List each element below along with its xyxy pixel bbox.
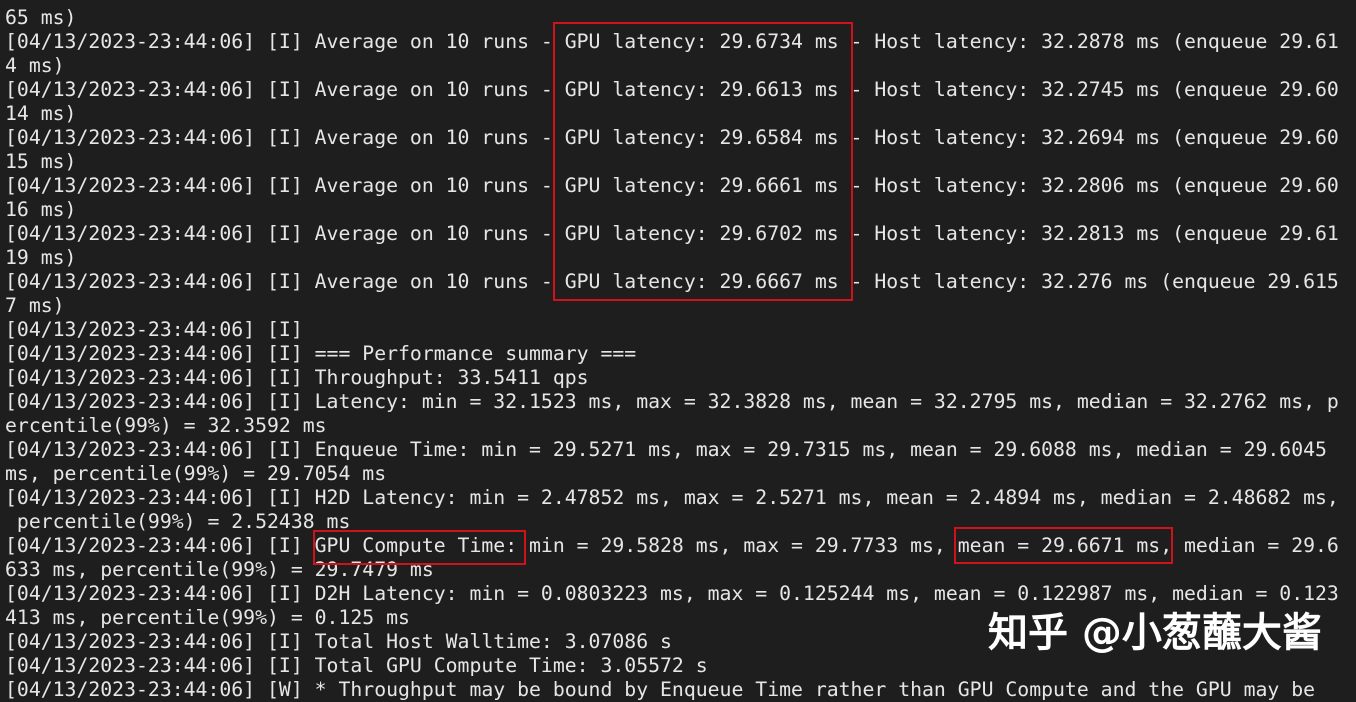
terminal-line: percentile(99%) = 2.52438 ms bbox=[5, 510, 351, 533]
terminal-line: 7 ms) bbox=[5, 294, 65, 317]
terminal-line: [04/13/2023-23:44:06] [I] GPU Compute Ti… bbox=[5, 534, 1339, 557]
terminal-line: 4 ms) bbox=[5, 54, 65, 77]
highlight-gpu-latency-box bbox=[553, 22, 853, 301]
watermark-logo: 知乎 @小葱蘸大酱 bbox=[988, 610, 1322, 656]
terminal-line: [04/13/2023-23:44:06] [I] Average on 10 … bbox=[5, 78, 1339, 101]
terminal-line: [04/13/2023-23:44:06] [I] D2H Latency: m… bbox=[5, 582, 1339, 605]
terminal-line: [04/13/2023-23:44:06] [I] H2D Latency: m… bbox=[5, 486, 1339, 509]
highlight-gpu-compute-mean-box bbox=[954, 527, 1173, 564]
terminal-line: ercentile(99%) = 32.3592 ms bbox=[5, 414, 327, 437]
terminal-line: [04/13/2023-23:44:06] [I] Average on 10 … bbox=[5, 126, 1339, 149]
highlight-gpu-compute-time-label-box bbox=[313, 530, 526, 565]
terminal-line: 14 ms) bbox=[5, 102, 77, 125]
terminal-line: ms, percentile(99%) = 29.7054 ms bbox=[5, 462, 387, 485]
terminal-line: [04/13/2023-23:44:06] [I] bbox=[5, 318, 303, 341]
terminal-line: [04/13/2023-23:44:06] [I] Latency: min =… bbox=[5, 390, 1339, 413]
terminal-line: [04/13/2023-23:44:06] [I] Throughput: 33… bbox=[5, 366, 589, 389]
terminal-line: 413 ms, percentile(99%) = 0.125 ms bbox=[5, 606, 410, 629]
terminal-line: [04/13/2023-23:44:06] [I] Average on 10 … bbox=[5, 30, 1339, 53]
terminal-line: [04/13/2023-23:44:06] [I] Total Host Wal… bbox=[5, 630, 672, 653]
terminal-line: [04/13/2023-23:44:06] [I] Total GPU Comp… bbox=[5, 654, 708, 677]
terminal-line: [04/13/2023-23:44:06] [W] * Throughput m… bbox=[5, 678, 1316, 701]
terminal-line: 16 ms) bbox=[5, 198, 77, 221]
terminal-line: [04/13/2023-23:44:06] [I] Enqueue Time: … bbox=[5, 438, 1327, 461]
terminal-line: [04/13/2023-23:44:06] [I] Average on 10 … bbox=[5, 270, 1339, 293]
terminal-line: [04/13/2023-23:44:06] [I] === Performanc… bbox=[5, 342, 637, 365]
terminal-line: [04/13/2023-23:44:06] [I] Average on 10 … bbox=[5, 174, 1339, 197]
terminal-line: 19 ms) bbox=[5, 246, 77, 269]
terminal-line: [04/13/2023-23:44:06] [I] Average on 10 … bbox=[5, 222, 1339, 245]
terminal-line: 65 ms) bbox=[5, 6, 77, 29]
terminal-line: 15 ms) bbox=[5, 150, 77, 173]
